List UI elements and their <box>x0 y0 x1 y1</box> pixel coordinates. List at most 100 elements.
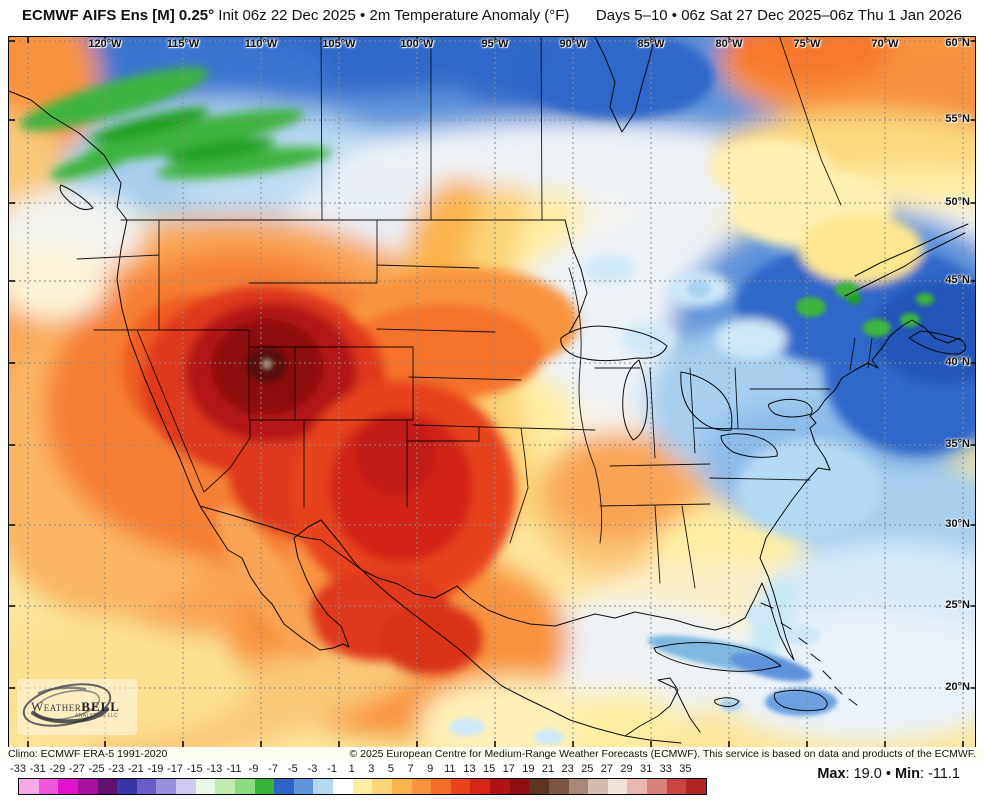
lat-label: 40°N <box>945 356 970 368</box>
colorbar-tick-label: -33 <box>10 763 26 775</box>
model-name: ECMWF AIFS Ens [M] 0.25° <box>22 7 215 24</box>
colorbar-segment <box>548 779 569 794</box>
colorbar-segment <box>97 779 118 794</box>
map-area: 120°W 115°W 110°W 105°W 100°W 95°W 90°W 85°W 80°… <box>8 36 976 748</box>
logo-bell-text: BELL <box>81 699 120 714</box>
logo-subtitle: ANALYTICS LLC <box>75 713 119 719</box>
colorbar-segment <box>450 779 471 794</box>
colorbar-tick-label: -27 <box>68 763 85 775</box>
colorbar: -33 -31 -29 -27 -25 -23 -21 -19 -17 -15 -13 -11 -9 -7… <box>0 761 984 808</box>
colorbar-segment <box>411 779 432 794</box>
colorbar-tick-label: 21 <box>541 763 555 775</box>
colorbar-segment <box>490 779 510 794</box>
colorbar-segment <box>254 779 275 794</box>
colorbar-segment <box>529 779 549 794</box>
lon-label: 110°W <box>244 38 278 50</box>
colorbar-segment <box>195 779 216 794</box>
attribution-bar: Climo: ECMWF ERA-5 1991-2020 © 2025 Euro… <box>0 747 984 761</box>
lat-label: 35°N <box>945 438 970 450</box>
logo-wordmark: WeatherBELL <box>31 699 120 715</box>
lon-label: 80°W <box>715 38 743 50</box>
island-outlines <box>653 602 858 712</box>
colorbar-segment <box>215 779 235 794</box>
colorbar-segment <box>156 779 176 794</box>
colorbar-tick-label: 17 <box>502 763 515 775</box>
max-label: Max <box>817 766 846 782</box>
colorbar-segment <box>38 779 59 794</box>
lon-label: 95°W <box>481 38 509 50</box>
colorbar-segment <box>313 779 333 794</box>
lat-label: 55°N <box>945 113 970 125</box>
colorbar-segment <box>391 779 412 794</box>
logo-weather-text: Weather <box>31 699 82 714</box>
colorbar-tick-label: 15 <box>482 763 496 775</box>
colorbar-tick-label: -25 <box>88 763 105 775</box>
colorbar-segments <box>18 778 707 795</box>
lon-label: 120°W <box>88 38 122 50</box>
state-borders <box>76 37 873 589</box>
header: ECMWF AIFS Ens [M] 0.25° Init 06z 22 Dec… <box>0 0 984 31</box>
colorbar-tick-label: -7 <box>268 763 279 775</box>
lon-label: 105°W <box>322 38 356 50</box>
frame-ticks <box>9 37 975 747</box>
colorbar-tick-label: 19 <box>522 763 535 775</box>
min-label: Min <box>894 766 920 782</box>
colorbar-tick-label: 5 <box>387 763 394 775</box>
colorbar-tick-label: -9 <box>248 763 259 775</box>
lat-label: 50°N <box>945 196 970 208</box>
colorbar-tick-label: -3 <box>307 763 318 775</box>
max-value: 19.0 <box>853 766 882 782</box>
colorbar-segment <box>509 779 530 794</box>
lat-label: 25°N <box>945 599 970 611</box>
climo-note: Climo: ECMWF ERA-5 1991-2020 <box>8 748 168 760</box>
weatherbell-logo: WeatherBELL ANALYTICS LLC <box>17 679 137 735</box>
colorbar-tick-label: -11 <box>226 763 242 775</box>
colorbar-segment <box>666 779 687 794</box>
min-value: -11.1 <box>928 766 960 782</box>
lon-label: 70°W <box>871 38 899 50</box>
colorbar-segment <box>58 779 78 794</box>
colorbar-tick-label: -15 <box>186 763 203 775</box>
colorbar-segment <box>607 779 628 794</box>
colorbar-tick-label: 9 <box>427 763 434 775</box>
max-min-stats: Max: 19.0 • Min: -11.1 <box>817 766 960 782</box>
colorbar-tick-label: -19 <box>147 763 164 775</box>
colorbar-tick-label: 25 <box>581 763 594 775</box>
colorbar-segment <box>352 779 373 794</box>
colorbar-tick-label: -23 <box>108 763 125 775</box>
colorbar-segment <box>372 779 392 794</box>
colorbar-segment <box>176 779 196 794</box>
colorbar-tick-label: -13 <box>206 763 223 775</box>
colorbar-segment <box>627 779 647 794</box>
colorbar-tick-label: -31 <box>29 763 46 775</box>
colorbar-segment <box>293 779 314 794</box>
lon-label: 115°W <box>166 38 200 50</box>
lat-label: 45°N <box>945 274 970 286</box>
map-title: ECMWF AIFS Ens [M] 0.25° Init 06z 22 Dec… <box>22 7 569 24</box>
colorbar-segment <box>431 779 451 794</box>
colorbar-segment <box>234 779 255 794</box>
valid-period: Days 5–10 • 06z Sat 27 Dec 2025–06z Thu … <box>595 7 962 24</box>
stats-separator: • <box>885 766 891 782</box>
lat-label: 30°N <box>945 518 970 530</box>
colorbar-segment <box>470 779 490 794</box>
lon-label: 75°W <box>793 38 821 50</box>
colorbar-tick-label: -21 <box>127 763 144 775</box>
lon-label: 100°W <box>400 38 434 50</box>
lat-label: 60°N <box>945 37 970 49</box>
colorbar-segment <box>117 779 137 794</box>
lat-label: 20°N <box>945 681 970 693</box>
colorbar-tick-label: 23 <box>561 763 574 775</box>
colorbar-segment <box>686 779 706 794</box>
colorbar-ticks: -33 -31 -29 -27 -25 -23 -21 -19 -17 -15 -13 -11 -9 -7… <box>0 763 984 777</box>
anomaly-fill-small <box>247 280 934 745</box>
colorbar-tick-label: -5 <box>287 763 298 775</box>
colorbar-segment <box>77 779 98 794</box>
colorbar-tick-label: 29 <box>620 763 633 775</box>
colorbar-tick-label: 27 <box>600 763 613 775</box>
colorbar-segment <box>19 779 39 794</box>
colorbar-segment <box>136 779 157 794</box>
lon-label: 85°W <box>637 38 665 50</box>
colorbar-segment <box>274 779 294 794</box>
